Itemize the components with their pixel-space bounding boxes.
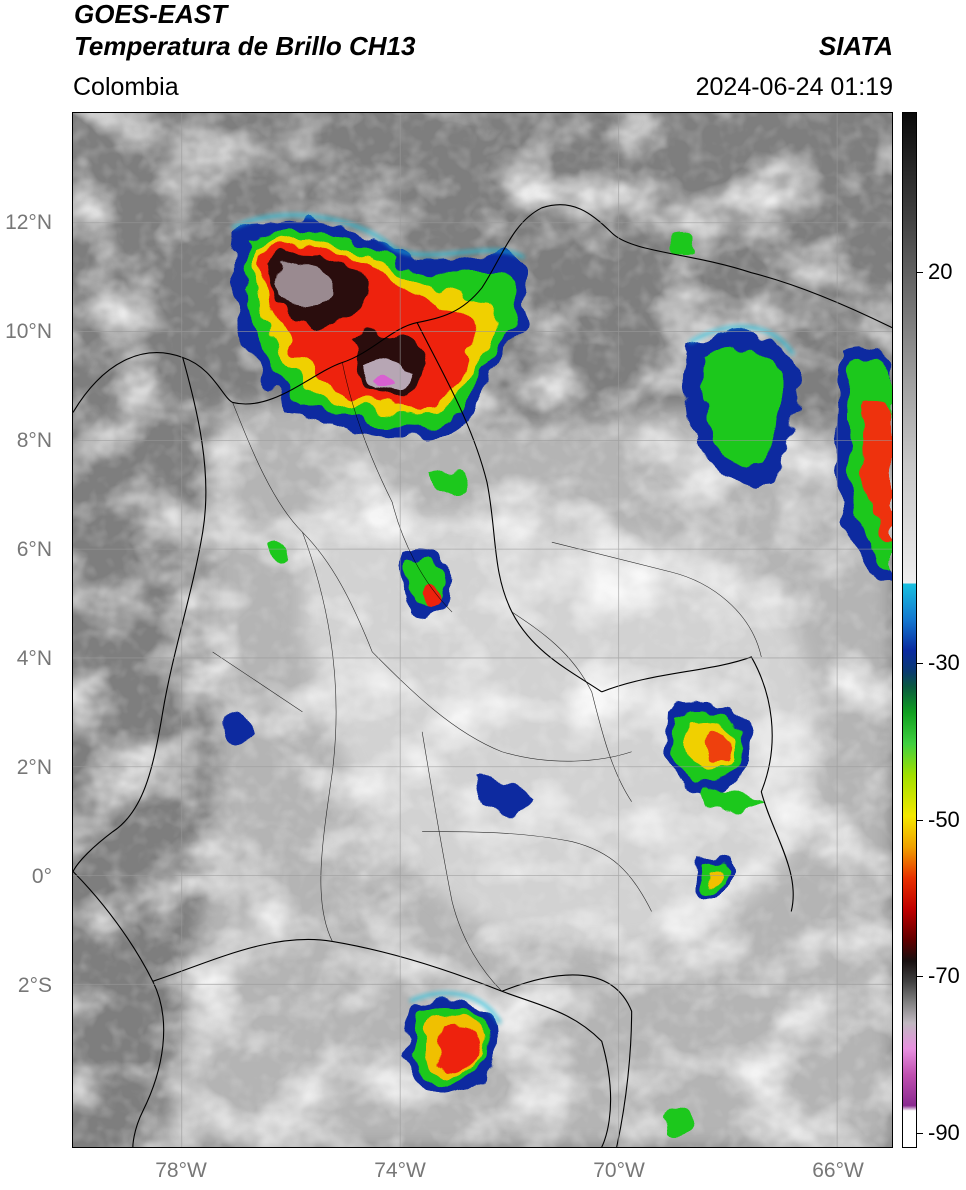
peru-brazil-border bbox=[501, 974, 633, 1147]
lon-label-74w: 74°W bbox=[374, 1159, 426, 1182]
colorbar-tick-minus30 bbox=[917, 663, 923, 664]
brightness-temperature-image bbox=[73, 113, 892, 1147]
storm-small-south bbox=[661, 1109, 692, 1140]
colorbar-tick-minus90 bbox=[917, 1133, 923, 1134]
region-label: Colombia bbox=[73, 73, 179, 101]
temperature-colorbar bbox=[902, 112, 917, 1148]
lat-label-12n: 12°N bbox=[5, 211, 52, 234]
agency-label: SIATA bbox=[818, 31, 893, 61]
graticule bbox=[73, 113, 892, 1147]
colorbar-label-minus30: -30 bbox=[928, 650, 960, 675]
storm-small-caqueta bbox=[477, 780, 532, 812]
south-border bbox=[152, 938, 612, 1147]
storm-small-boyaca bbox=[432, 471, 465, 499]
colorbar-label-minus90: -90 bbox=[928, 1120, 960, 1145]
storm-east-cells bbox=[686, 331, 892, 583]
datetime-label: 2024-06-24 01:19 bbox=[695, 73, 893, 101]
storm-small-choco bbox=[270, 540, 293, 561]
lat-label-4n: 4°N bbox=[16, 647, 52, 670]
east-border bbox=[601, 656, 794, 912]
storm-small-pacific bbox=[222, 715, 255, 743]
lon-label-66w: 66°W bbox=[812, 1159, 864, 1182]
lat-label-10n: 10°N bbox=[5, 320, 52, 343]
colorbar-tick-minus70 bbox=[917, 976, 923, 977]
storm-cells bbox=[222, 220, 892, 1140]
colorbar-tick-20 bbox=[917, 272, 923, 273]
storm-amazonas bbox=[404, 998, 498, 1097]
pacific-coastline bbox=[73, 357, 207, 872]
storm-small-curacao bbox=[671, 231, 695, 256]
lat-label-8n: 8°N bbox=[16, 429, 52, 452]
satellite-map[interactable] bbox=[72, 112, 893, 1148]
lon-label-70w: 70°W bbox=[593, 1159, 645, 1182]
lat-label-2n: 2°N bbox=[16, 756, 52, 779]
colorbar-label-minus50: -50 bbox=[928, 807, 960, 832]
department-borders bbox=[212, 362, 762, 992]
storm-vichada bbox=[663, 703, 762, 810]
lat-label-2s: 2°S bbox=[17, 974, 52, 997]
caribbean-coastline bbox=[73, 204, 892, 413]
cold-fringes bbox=[231, 213, 795, 1024]
lat-label-0: 0° bbox=[31, 865, 52, 888]
colorbar-label-minus70: -70 bbox=[928, 963, 960, 988]
colorbar-label-20: 20 bbox=[928, 259, 953, 284]
venezuela-border bbox=[416, 322, 603, 693]
product-title: Temperatura de Brillo CH13 bbox=[74, 31, 416, 61]
satellite-title: GOES-EAST bbox=[74, 0, 228, 29]
lat-label-6n: 6°N bbox=[16, 538, 52, 561]
ecuador-coast bbox=[73, 871, 165, 1147]
country-borders bbox=[73, 204, 892, 1147]
storm-north-caribbean bbox=[234, 220, 529, 439]
colorbar-tick-minus50 bbox=[917, 820, 923, 821]
lon-label-78w: 78°W bbox=[155, 1159, 207, 1182]
